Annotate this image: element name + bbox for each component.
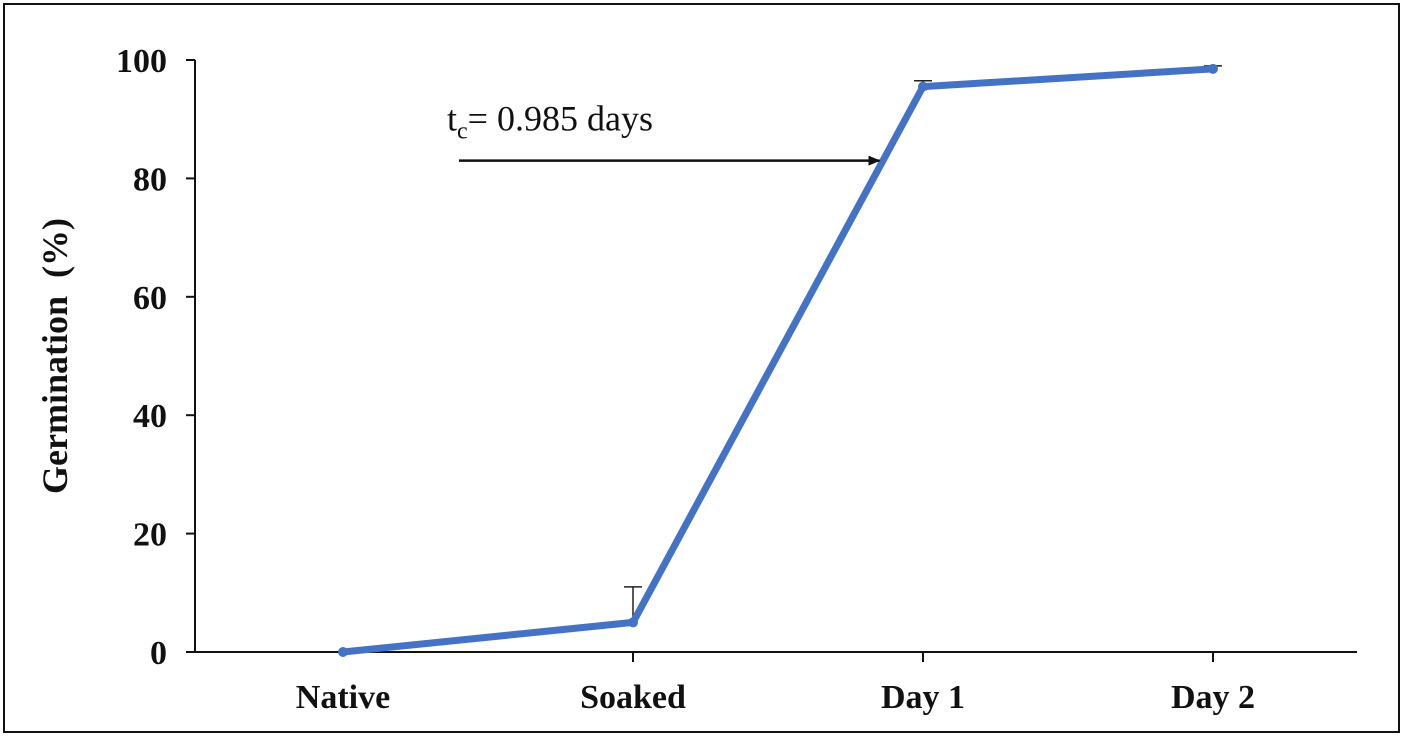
series-line (339, 65, 1217, 656)
x-tick-label: Native (296, 679, 390, 716)
data-point (918, 81, 928, 92)
annotation-prefix: t (447, 99, 457, 139)
annotation-subscript: c (457, 119, 468, 145)
data-point (628, 617, 638, 628)
series-layer (338, 63, 1218, 657)
data-point (1208, 63, 1218, 74)
y-axis-title: Germination (%) (35, 218, 75, 494)
y-tick-label: 40 (133, 398, 167, 435)
axes-layer (194, 60, 1357, 653)
x-tick-label: Day 2 (1171, 679, 1255, 716)
ticks-layer: 0 20 40 60 80 100 Native Soaked Day 1 Day 2 (116, 43, 1255, 716)
y-tick-label: 20 (133, 517, 167, 554)
y-tick-label: 80 (133, 161, 167, 198)
annotation-label: tc= 0.985 days (447, 99, 653, 145)
y-tick-label: 0 (150, 635, 167, 672)
chart-frame: 0 20 40 60 80 100 Native Soaked Day 1 Day 2 tc= 0… (3, 3, 1400, 733)
x-tick-label: Day 1 (881, 679, 965, 716)
germination-line-chart: 0 20 40 60 80 100 Native Soaked Day 1 Day 2 tc= 0… (35, 43, 1357, 716)
x-tick-label: Soaked (580, 679, 686, 716)
errorbar-layer (624, 65, 1222, 623)
y-tick-label: 60 (133, 280, 167, 317)
data-point (338, 647, 348, 657)
annotation-layer: tc= 0.985 days (447, 99, 881, 166)
y-tick-label: 100 (116, 43, 167, 80)
annotation-value: = 0.985 days (468, 99, 653, 139)
